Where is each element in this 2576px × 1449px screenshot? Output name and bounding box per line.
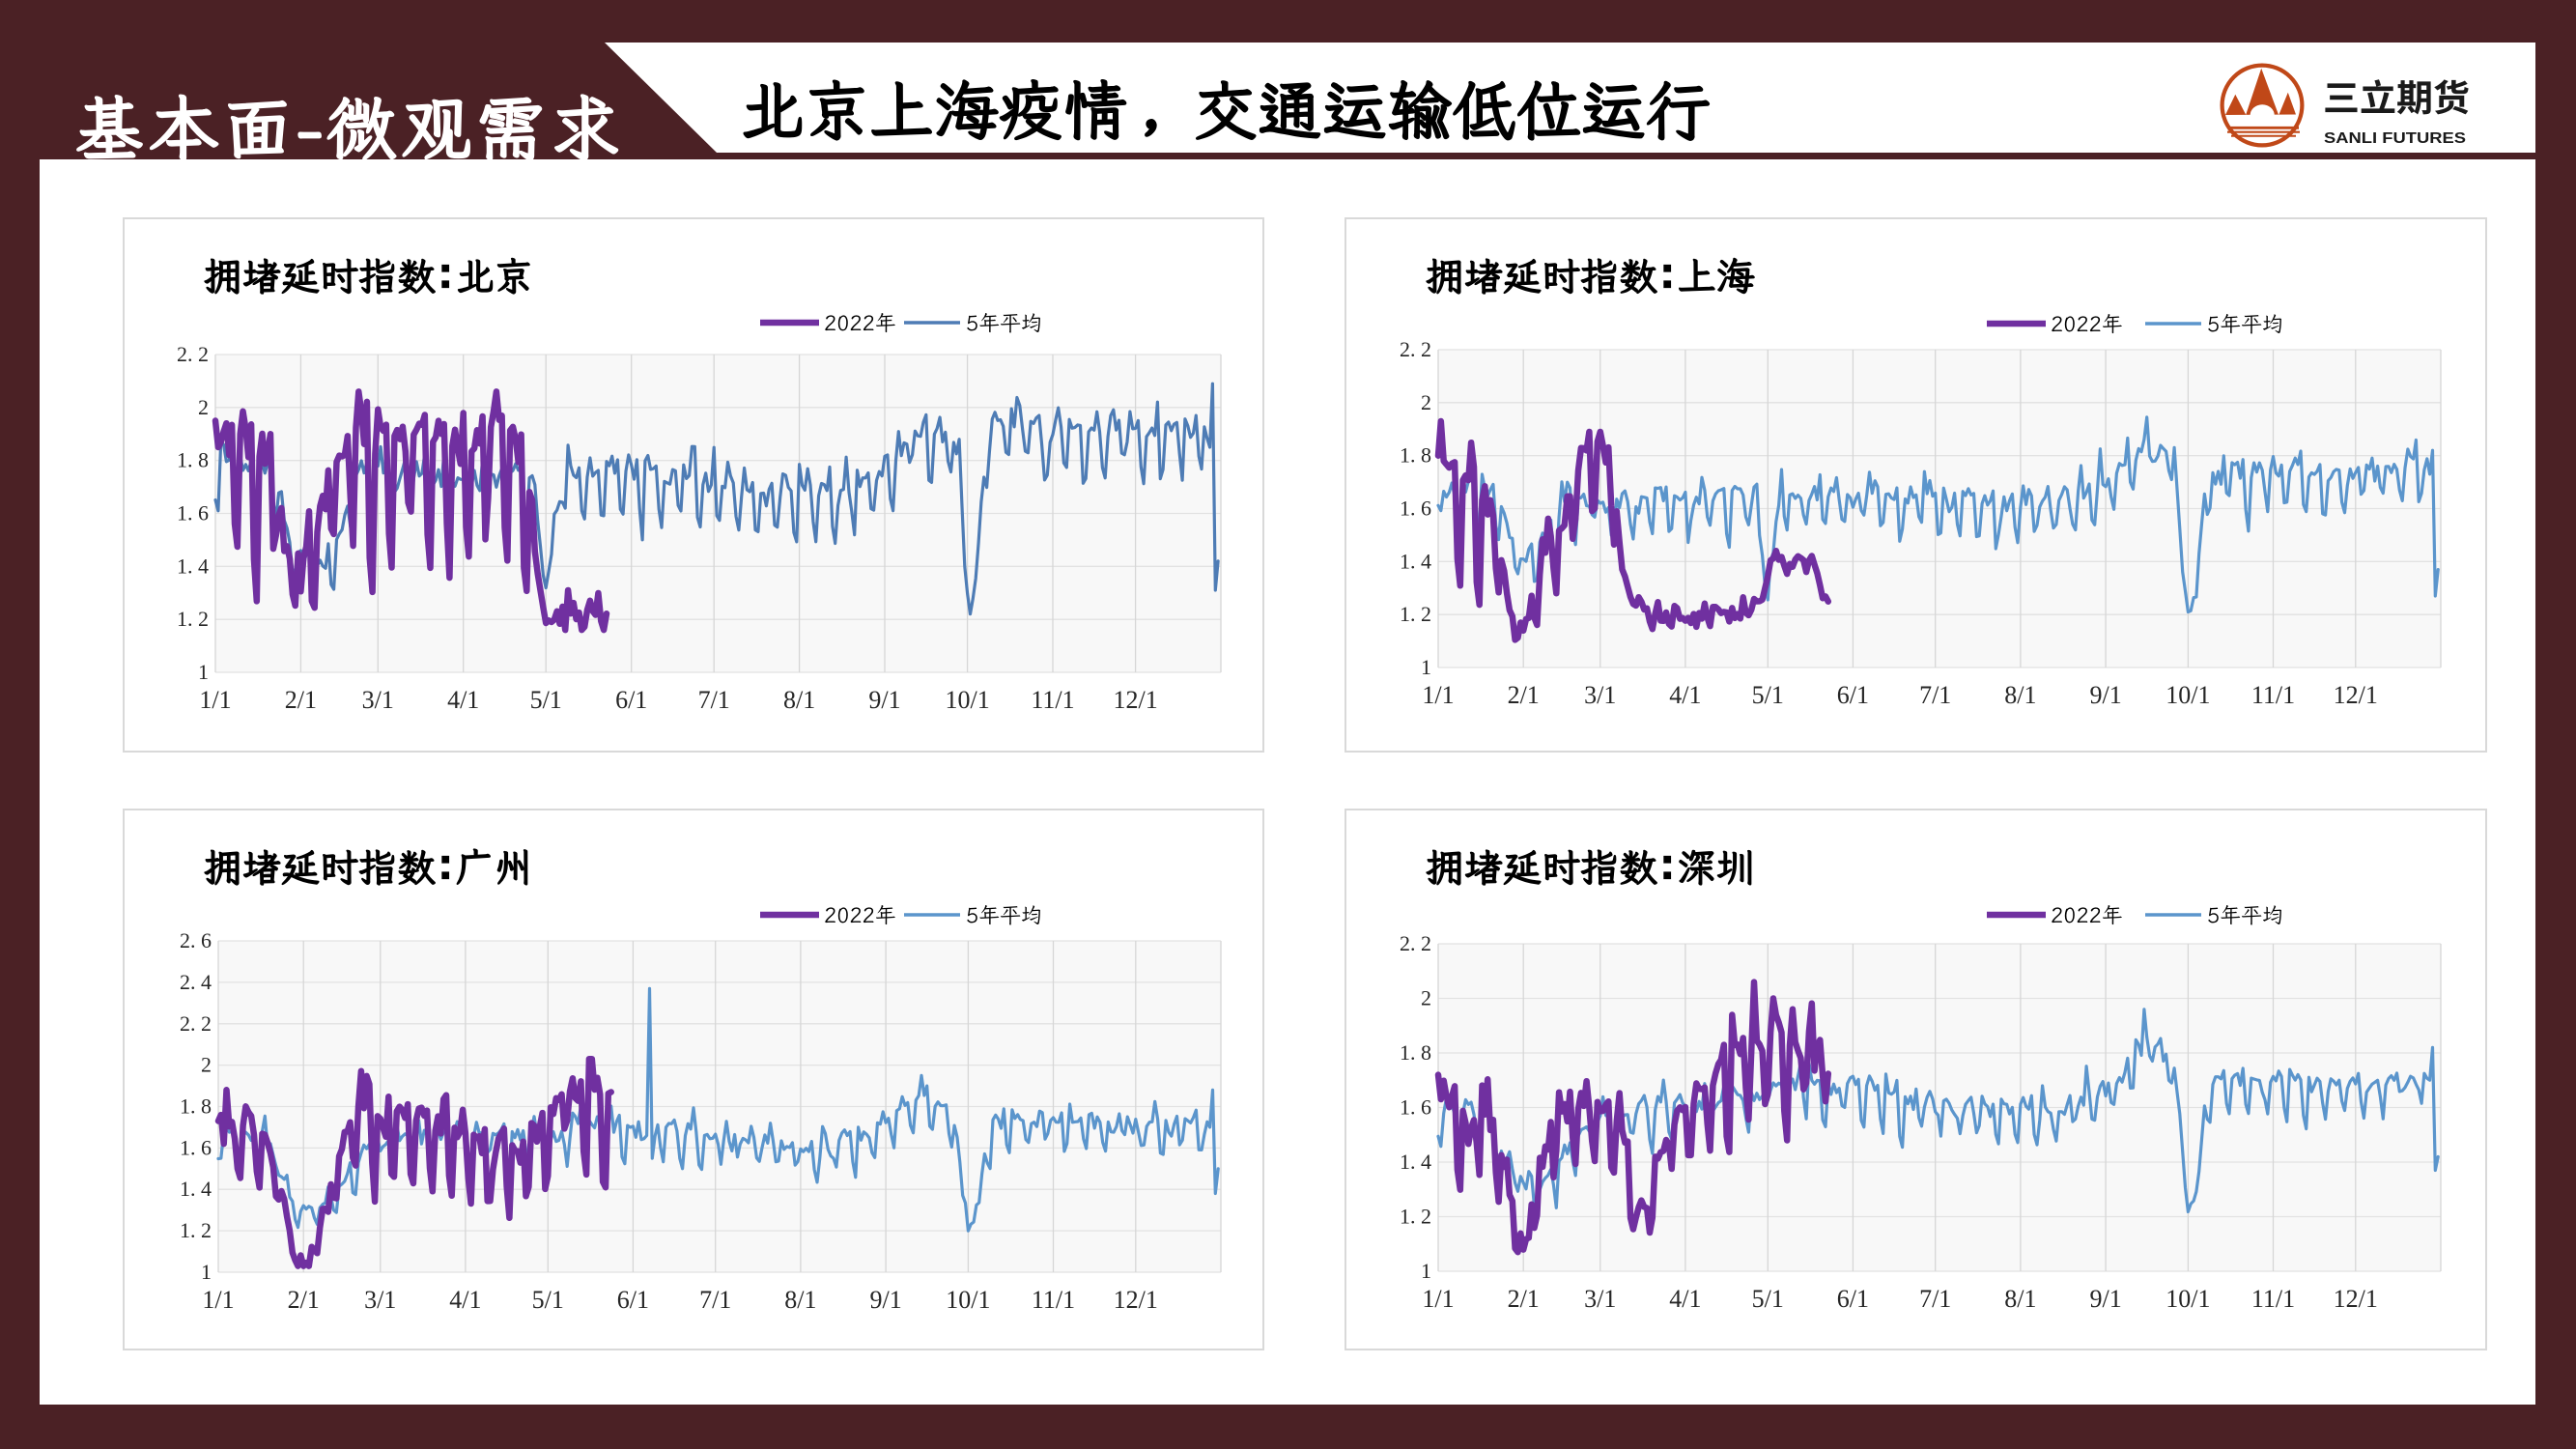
svg-text:10/1: 10/1 xyxy=(946,1286,990,1314)
svg-text:1. 6: 1. 6 xyxy=(180,1135,212,1159)
svg-text:2: 2 xyxy=(1421,986,1431,1010)
svg-text:9/1: 9/1 xyxy=(868,686,900,714)
svg-text:7/1: 7/1 xyxy=(698,686,730,714)
svg-text:1: 1 xyxy=(1421,1259,1431,1283)
svg-text:10/1: 10/1 xyxy=(2166,681,2210,709)
svg-text:2: 2 xyxy=(201,1053,212,1077)
svg-text:3/1: 3/1 xyxy=(362,686,394,714)
svg-text:8/1: 8/1 xyxy=(2004,1285,2036,1313)
svg-text:1/1: 1/1 xyxy=(1422,1285,1454,1313)
svg-text:1. 2: 1. 2 xyxy=(1400,602,1431,626)
svg-text:2. 6: 2. 6 xyxy=(180,928,212,952)
svg-text:6/1: 6/1 xyxy=(1837,681,1869,709)
svg-text:1/1: 1/1 xyxy=(199,686,231,714)
svg-text:8/1: 8/1 xyxy=(783,686,815,714)
svg-text:1. 6: 1. 6 xyxy=(1400,497,1431,521)
svg-text:8/1: 8/1 xyxy=(2004,681,2036,709)
svg-text:1. 8: 1. 8 xyxy=(180,1094,212,1119)
svg-text:1. 8: 1. 8 xyxy=(1400,1040,1431,1065)
svg-text:12/1: 12/1 xyxy=(1113,686,1157,714)
svg-text:7/1: 7/1 xyxy=(699,1286,731,1314)
svg-text:2. 4: 2. 4 xyxy=(180,970,212,994)
svg-text:11/1: 11/1 xyxy=(1031,686,1074,714)
svg-text:1/1: 1/1 xyxy=(1422,681,1454,709)
svg-text:1. 8: 1. 8 xyxy=(177,448,209,472)
svg-text:2/1: 2/1 xyxy=(288,1286,320,1314)
svg-text:1: 1 xyxy=(1421,655,1431,679)
svg-text:1. 2: 1. 2 xyxy=(180,1218,212,1242)
svg-text:1. 8: 1. 8 xyxy=(1400,443,1431,468)
svg-text:10/1: 10/1 xyxy=(945,686,989,714)
svg-text:9/1: 9/1 xyxy=(2089,1285,2121,1313)
svg-text:2/1: 2/1 xyxy=(1508,1285,1540,1313)
svg-text:6/1: 6/1 xyxy=(1837,1285,1869,1313)
svg-text:2: 2 xyxy=(1421,390,1431,414)
svg-text:10/1: 10/1 xyxy=(2166,1285,2210,1313)
svg-text:6/1: 6/1 xyxy=(617,1286,649,1314)
svg-text:2: 2 xyxy=(198,395,209,419)
svg-text:4/1: 4/1 xyxy=(1669,1285,1701,1313)
svg-text:1/1: 1/1 xyxy=(202,1286,234,1314)
svg-text:2. 2: 2. 2 xyxy=(177,342,209,366)
svg-text:2/1: 2/1 xyxy=(285,686,317,714)
svg-text:3/1: 3/1 xyxy=(1584,1285,1616,1313)
svg-text:12/1: 12/1 xyxy=(2334,1285,2378,1313)
svg-text:1. 6: 1. 6 xyxy=(177,501,209,526)
svg-text:5/1: 5/1 xyxy=(1752,681,1784,709)
svg-text:5/1: 5/1 xyxy=(532,1286,564,1314)
svg-text:1. 6: 1. 6 xyxy=(1400,1095,1431,1120)
svg-text:11/1: 11/1 xyxy=(2251,681,2295,709)
svg-text:3/1: 3/1 xyxy=(1584,681,1616,709)
svg-text:1. 4: 1. 4 xyxy=(1400,549,1431,573)
svg-text:9/1: 9/1 xyxy=(2089,681,2121,709)
svg-text:4/1: 4/1 xyxy=(447,686,479,714)
svg-text:1. 4: 1. 4 xyxy=(177,554,209,578)
svg-text:2/1: 2/1 xyxy=(1508,681,1540,709)
svg-text:8/1: 8/1 xyxy=(784,1286,816,1314)
svg-text:2. 2: 2. 2 xyxy=(180,1011,212,1036)
svg-text:1. 2: 1. 2 xyxy=(177,607,209,631)
svg-text:3/1: 3/1 xyxy=(364,1286,396,1314)
svg-text:12/1: 12/1 xyxy=(1114,1286,1158,1314)
svg-text:2. 2: 2. 2 xyxy=(1400,931,1431,955)
svg-text:4/1: 4/1 xyxy=(449,1286,481,1314)
svg-text:SANLI FUTURES: SANLI FUTURES xyxy=(2324,130,2466,147)
svg-text:1. 4: 1. 4 xyxy=(180,1177,212,1201)
svg-text:1: 1 xyxy=(201,1260,212,1284)
svg-text:1. 2: 1. 2 xyxy=(1400,1205,1431,1229)
svg-text:11/1: 11/1 xyxy=(1032,1286,1075,1314)
svg-text:5/1: 5/1 xyxy=(1752,1285,1784,1313)
svg-text:11/1: 11/1 xyxy=(2251,1285,2295,1313)
svg-text:1: 1 xyxy=(198,660,209,684)
svg-text:9/1: 9/1 xyxy=(869,1286,901,1314)
svg-text:5/1: 5/1 xyxy=(530,686,562,714)
svg-text:7/1: 7/1 xyxy=(1919,681,1951,709)
svg-text:12/1: 12/1 xyxy=(2334,681,2378,709)
svg-text:7/1: 7/1 xyxy=(1919,1285,1951,1313)
svg-text:4/1: 4/1 xyxy=(1669,681,1701,709)
svg-text:6/1: 6/1 xyxy=(615,686,647,714)
svg-text:2. 2: 2. 2 xyxy=(1400,337,1431,361)
svg-text:1. 4: 1. 4 xyxy=(1400,1150,1431,1174)
